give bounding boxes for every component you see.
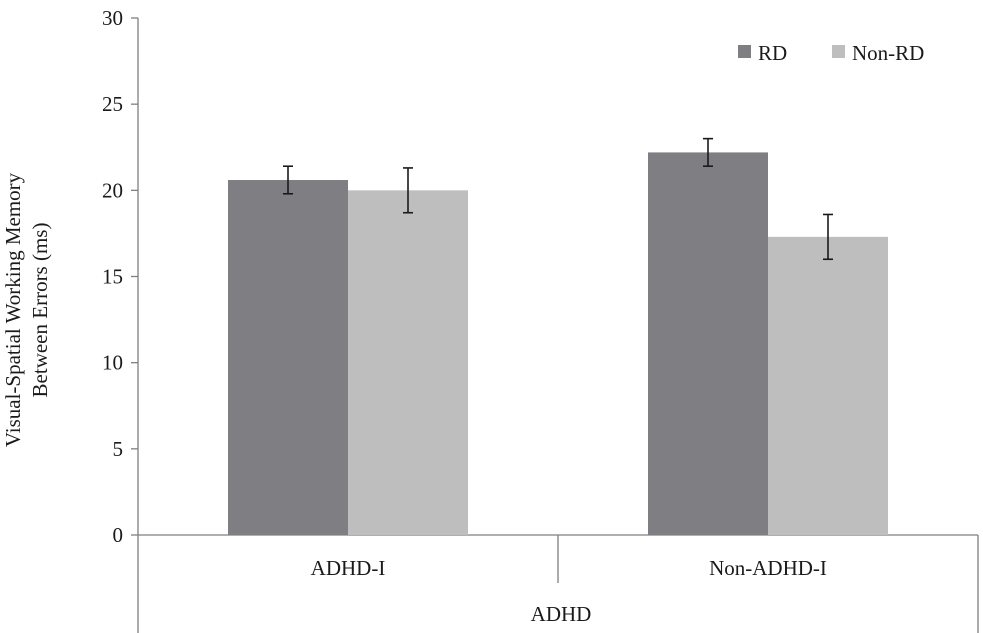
legend: RD Non-RD (738, 41, 924, 65)
y-tick-label: 30 (102, 6, 123, 30)
y-tick-label: 15 (102, 265, 123, 289)
y-tick-label: 25 (102, 92, 123, 116)
y-tick-label: 0 (113, 523, 124, 547)
bar (348, 190, 468, 536)
bar (768, 236, 888, 535)
y-tick-label: 10 (102, 351, 123, 375)
y-tick-label: 20 (102, 178, 123, 202)
group-label: ADHD (531, 602, 592, 626)
x-categories: ADHD-I Non-ADHD-I (311, 556, 827, 580)
legend-label: Non-RD (852, 41, 924, 65)
y-tick-label: 5 (113, 437, 124, 461)
legend-swatch (738, 45, 751, 58)
bar (228, 179, 348, 535)
legend-swatch (832, 45, 845, 58)
x-tick-label: ADHD-I (311, 556, 386, 580)
bars (228, 152, 888, 536)
y-ticks: 0 5 10 15 20 25 30 (102, 6, 138, 547)
bar (648, 152, 768, 536)
legend-label: RD (758, 41, 787, 65)
x-tick-label: Non-ADHD-I (709, 556, 827, 580)
y-axis-label-line-2: Between Errors (ms) (28, 223, 52, 398)
error-bars (283, 137, 833, 261)
y-axis-label-line-1: Visual-Spatial Working Memory (1, 172, 25, 447)
y-axis-label: Visual-Spatial Working Memory Between Er… (1, 172, 52, 447)
